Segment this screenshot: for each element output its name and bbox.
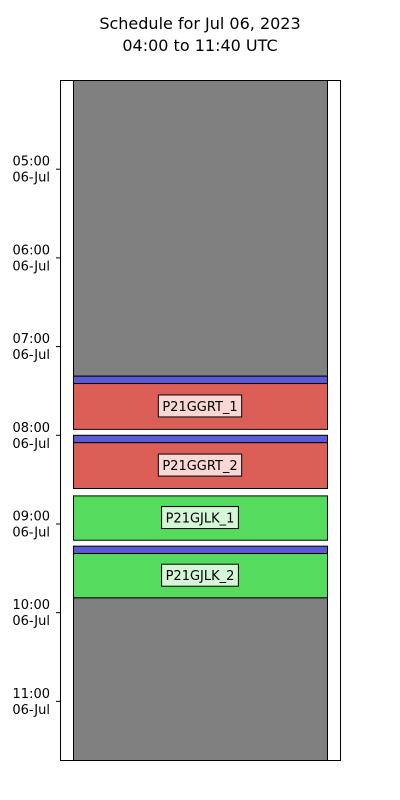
block-label: P21GJLK_2 <box>166 569 235 584</box>
y-tick-label-date: 06-Jul <box>12 437 50 452</box>
schedule-block <box>73 80 328 377</box>
y-tick-label-date: 06-Jul <box>12 348 50 363</box>
y-tick-label-time: 11:00 <box>13 687 50 702</box>
block-label: P21GJLK_1 <box>166 512 235 527</box>
y-tick-label-time: 09:00 <box>13 509 50 524</box>
y-tick-label-date: 06-Jul <box>12 171 50 186</box>
schedule-block <box>73 434 328 444</box>
block-label-box <box>161 506 239 530</box>
y-tick-label-time: 10:00 <box>13 598 50 613</box>
block-label: P21GGRT_2 <box>162 459 237 474</box>
y-tick-label-date: 06-Jul <box>12 259 50 274</box>
block-label-box <box>161 563 239 587</box>
chart-title: Schedule for Jul 06, 2023 <box>99 14 301 33</box>
chart-subtitle: 04:00 to 11:40 UTC <box>122 36 278 55</box>
y-tick-label-time: 08:00 <box>13 421 50 436</box>
y-tick-label-date: 06-Jul <box>12 703 50 718</box>
block-label: P21GGRT_1 <box>162 400 237 415</box>
block-label-box <box>157 453 243 477</box>
schedule-block <box>73 545 328 555</box>
y-tick-label-date: 06-Jul <box>12 614 50 629</box>
y-tick-label-time: 05:00 <box>13 155 50 170</box>
y-tick-label-date: 06-Jul <box>12 525 50 540</box>
schedule-block <box>73 597 328 761</box>
block-label-box <box>157 394 243 418</box>
y-tick-label-time: 07:00 <box>13 332 50 347</box>
schedule-block <box>73 375 328 385</box>
y-tick-label-time: 06:00 <box>13 243 50 258</box>
